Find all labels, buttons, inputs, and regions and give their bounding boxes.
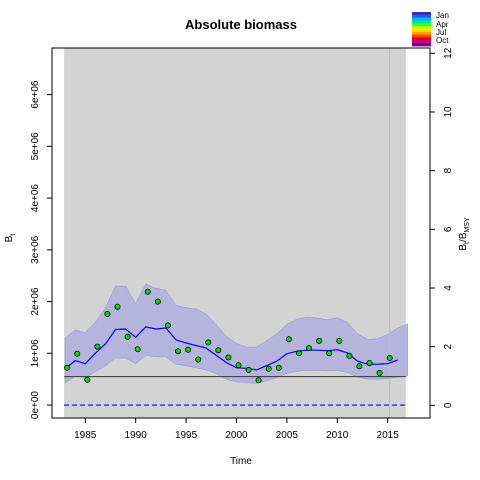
y-right-label-sub1: t [464, 242, 471, 244]
legend-swatch [412, 29, 431, 33]
observation-point [336, 337, 343, 344]
observation-point [366, 360, 373, 367]
legend-color-bar [412, 12, 431, 47]
legend-label-oct: Oct [436, 36, 449, 45]
observation-point [245, 366, 252, 373]
y-axis-right-label: Bt/BMSY [458, 217, 471, 251]
x-axis-label: Time [230, 456, 252, 467]
observation-point [164, 322, 171, 329]
y-right-tick-label: 4 [443, 285, 454, 291]
observation-point [104, 310, 111, 317]
observation-point [346, 352, 353, 359]
x-tick-label: 1985 [74, 430, 97, 441]
x-axis: 1985 1990 1995 2000 2005 2010 2015 [74, 418, 399, 441]
y-right-tick-label: 6 [443, 226, 454, 232]
observation-point [64, 364, 71, 371]
observation-point [255, 377, 262, 384]
x-tick-label: 1995 [175, 430, 198, 441]
observation-point [326, 350, 333, 357]
observation-point [134, 346, 141, 353]
observation-point [305, 345, 312, 352]
y-right-tick-label: 10 [443, 106, 454, 118]
legend-swatch [412, 31, 431, 36]
x-tick-label: 2015 [377, 430, 400, 441]
legend-swatch [412, 20, 431, 24]
x-tick-label: 2005 [276, 430, 299, 441]
y-right-label-main: B [458, 244, 469, 251]
y-tick-label: 6e+06 [30, 80, 41, 109]
legend-swatch [412, 14, 431, 19]
observation-point [376, 369, 383, 376]
plot-area [64, 48, 409, 418]
observation-point [386, 354, 393, 361]
observation-point [144, 288, 151, 295]
y-left-label-main: B [4, 235, 15, 242]
observation-point [215, 347, 222, 354]
y-axis-left-label: Bt [4, 234, 17, 243]
legend-swatch [412, 37, 431, 41]
plot-frame [51, 47, 431, 419]
observation-point [185, 346, 192, 353]
y-right-tick-label: 12 [443, 47, 454, 59]
observation-point [295, 350, 302, 357]
y-tick-label: 5e+06 [30, 132, 41, 161]
legend-swatch [412, 34, 431, 38]
median-biomass-line [64, 326, 398, 371]
y-tick-label: 3e+06 [30, 235, 41, 264]
legend-label-apr: Apr [436, 20, 449, 29]
x-tick-label: 2010 [326, 430, 349, 441]
legend-label-jul: Jul [436, 28, 446, 37]
observation-point [356, 363, 363, 370]
y-tick-label: 1e+06 [30, 339, 41, 368]
observation-point [74, 350, 81, 357]
observation-point [235, 362, 242, 369]
y-right-label-sub2: MSY [464, 217, 471, 233]
legend-swatch [412, 40, 431, 44]
observation-point [316, 337, 323, 344]
legend-label-jan: Jan [436, 11, 449, 20]
chart-title: Absolute biomass [185, 17, 297, 32]
y-right-tick-label: 2 [443, 343, 454, 349]
observation-point [265, 365, 272, 372]
observation-point [174, 348, 181, 355]
legend-swatch [412, 43, 431, 47]
legend-swatch [412, 17, 431, 21]
legend-swatch [412, 23, 431, 27]
observation-point [225, 354, 232, 361]
observation-point [285, 336, 292, 343]
legend-swatch [412, 26, 431, 30]
confidence-band [64, 283, 409, 384]
legend-swatch [412, 12, 431, 16]
legend: Jan Apr Jul Oct [412, 11, 449, 47]
x-tick-label: 1990 [125, 430, 148, 441]
y-tick-label: 4e+06 [30, 184, 41, 213]
observation-point [124, 333, 131, 340]
y-tick-label: 0e+00 [30, 391, 41, 420]
observation-point [84, 376, 91, 383]
y-right-tick-label: 0 [443, 402, 454, 408]
observation-point [114, 303, 121, 310]
observation-point [205, 339, 212, 346]
y-right-label-slash: /B [458, 232, 469, 242]
observation-point [154, 298, 161, 305]
x-tick-label: 2000 [225, 430, 248, 441]
observation-point [195, 356, 202, 363]
y-left-label-sub: t [10, 234, 17, 236]
y-tick-label: 2e+06 [30, 287, 41, 316]
y-axis-right: 0 2 4 6 8 10 12 [430, 47, 454, 408]
observation-point [275, 364, 282, 371]
y-right-tick-label: 8 [443, 167, 454, 173]
y-axis-left: 0e+00 1e+06 2e+06 3e+06 4e+06 5e+06 6e+06 [30, 80, 52, 419]
observation-point [94, 343, 101, 350]
